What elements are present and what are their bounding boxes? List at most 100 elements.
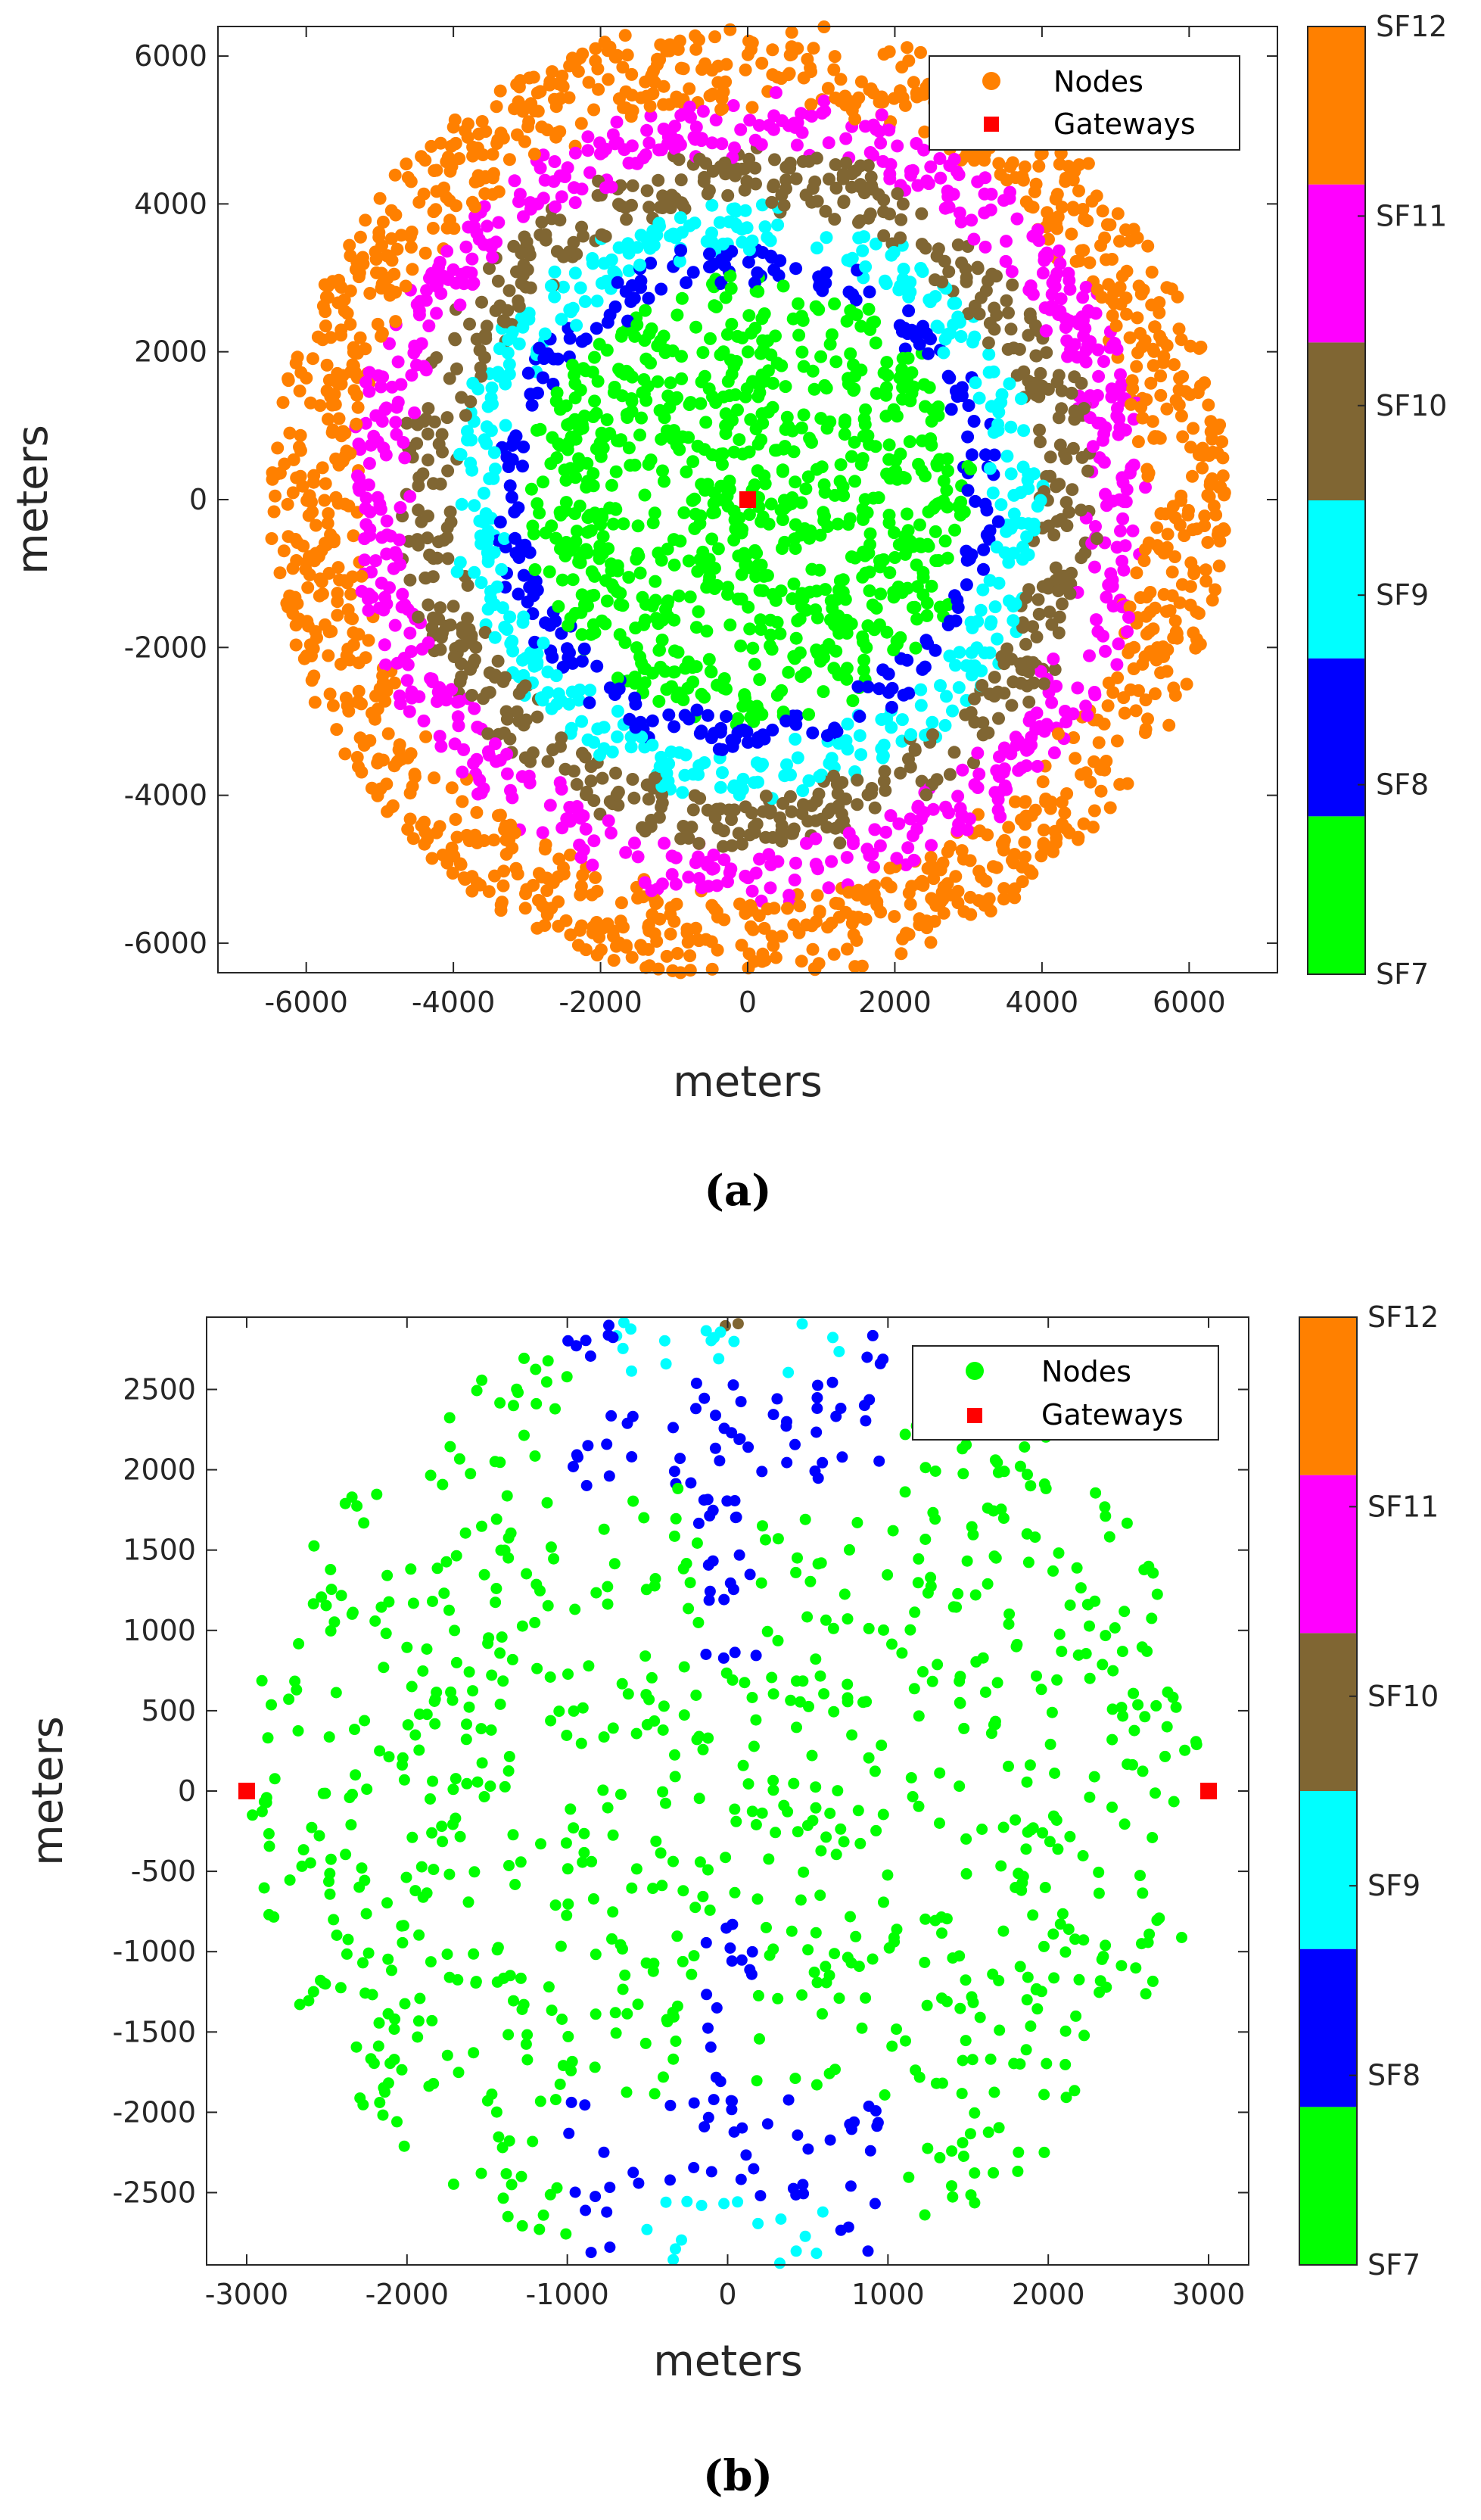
node-point xyxy=(1007,600,1020,613)
node-point xyxy=(453,298,467,312)
node-point xyxy=(715,493,729,506)
node-point xyxy=(993,1975,1005,1986)
node-point xyxy=(478,487,490,500)
node-point xyxy=(524,482,538,496)
node-point xyxy=(869,1765,881,1777)
node-point xyxy=(526,746,540,759)
node-point xyxy=(746,1805,758,1818)
node-point xyxy=(993,750,1006,764)
node-point xyxy=(879,783,892,797)
node-point xyxy=(683,100,696,114)
node-point xyxy=(740,2149,752,2161)
node-point xyxy=(1143,645,1157,659)
node-point xyxy=(826,1376,839,1388)
x-tick-label: 2000 xyxy=(858,986,932,1019)
node-point xyxy=(597,1784,609,1796)
node-point xyxy=(342,499,356,512)
node-point xyxy=(904,728,918,741)
node-point xyxy=(396,2064,408,2076)
node-point xyxy=(937,880,951,894)
node-point xyxy=(460,1733,472,1746)
node-point xyxy=(380,514,394,528)
node-point xyxy=(714,1326,726,1338)
node-point xyxy=(605,745,619,758)
node-point xyxy=(926,861,940,874)
node-point xyxy=(1084,775,1097,789)
node-point xyxy=(496,879,510,892)
node-point xyxy=(586,252,599,265)
node-point xyxy=(729,1886,741,1899)
node-point xyxy=(953,316,966,329)
node-point xyxy=(1125,397,1137,411)
node-point xyxy=(430,307,443,320)
node-point xyxy=(924,332,937,346)
node-point xyxy=(552,77,565,91)
node-point xyxy=(558,463,571,477)
node-point xyxy=(581,511,595,525)
node-point xyxy=(961,1555,973,1567)
node-point xyxy=(991,632,1004,646)
node-point xyxy=(564,801,577,815)
node-point xyxy=(1059,321,1072,334)
node-point xyxy=(940,484,954,497)
node-point xyxy=(982,2126,994,2138)
node-point xyxy=(665,680,678,693)
node-point xyxy=(789,631,803,645)
node-point xyxy=(429,1693,441,1705)
node-point xyxy=(1016,621,1029,634)
node-point xyxy=(983,462,997,475)
node-point xyxy=(771,855,785,868)
node-point xyxy=(1024,1759,1036,1771)
node-point xyxy=(483,262,496,275)
node-point xyxy=(1072,184,1085,198)
node-point xyxy=(870,387,883,400)
node-point xyxy=(468,2047,480,2059)
node-point xyxy=(446,1694,459,1706)
node-point xyxy=(1050,680,1063,693)
node-point xyxy=(450,565,464,578)
node-point xyxy=(453,694,466,708)
node-point xyxy=(621,48,634,62)
node-point xyxy=(694,397,708,410)
node-point xyxy=(1034,494,1047,507)
node-point xyxy=(728,141,741,154)
node-point xyxy=(381,805,394,818)
node-point xyxy=(700,235,714,248)
node-point xyxy=(579,822,593,836)
node-point xyxy=(378,1662,390,1674)
node-point xyxy=(775,2213,787,2225)
node-point xyxy=(628,677,642,690)
node-point xyxy=(463,1701,475,1713)
node-point xyxy=(1022,714,1036,727)
node-point xyxy=(397,1759,408,1771)
node-point xyxy=(899,1428,911,1441)
node-point xyxy=(656,464,669,478)
node-point xyxy=(1097,718,1111,730)
node-point xyxy=(459,1527,471,1539)
node-point xyxy=(856,244,870,257)
node-point xyxy=(882,45,896,58)
node-point xyxy=(882,1569,894,1581)
node-point xyxy=(834,73,848,86)
node-point xyxy=(976,1824,988,1835)
node-point xyxy=(578,294,592,308)
node-point xyxy=(455,391,468,404)
node-point xyxy=(758,569,770,583)
node-point xyxy=(1055,796,1069,809)
node-point xyxy=(665,868,679,881)
node-point xyxy=(603,1319,614,1332)
y-tick-label: 6000 xyxy=(134,39,207,73)
node-point xyxy=(441,552,455,565)
node-point xyxy=(639,352,653,366)
node-point xyxy=(636,590,649,604)
node-point xyxy=(502,284,516,297)
node-point xyxy=(319,290,333,304)
node-point xyxy=(755,1577,767,1589)
node-point xyxy=(465,266,478,280)
node-point xyxy=(415,643,429,656)
node-point xyxy=(593,748,606,762)
node-point xyxy=(934,1767,946,1779)
node-point xyxy=(733,1549,745,1561)
node-point xyxy=(751,1893,764,1905)
node-point xyxy=(954,330,968,343)
